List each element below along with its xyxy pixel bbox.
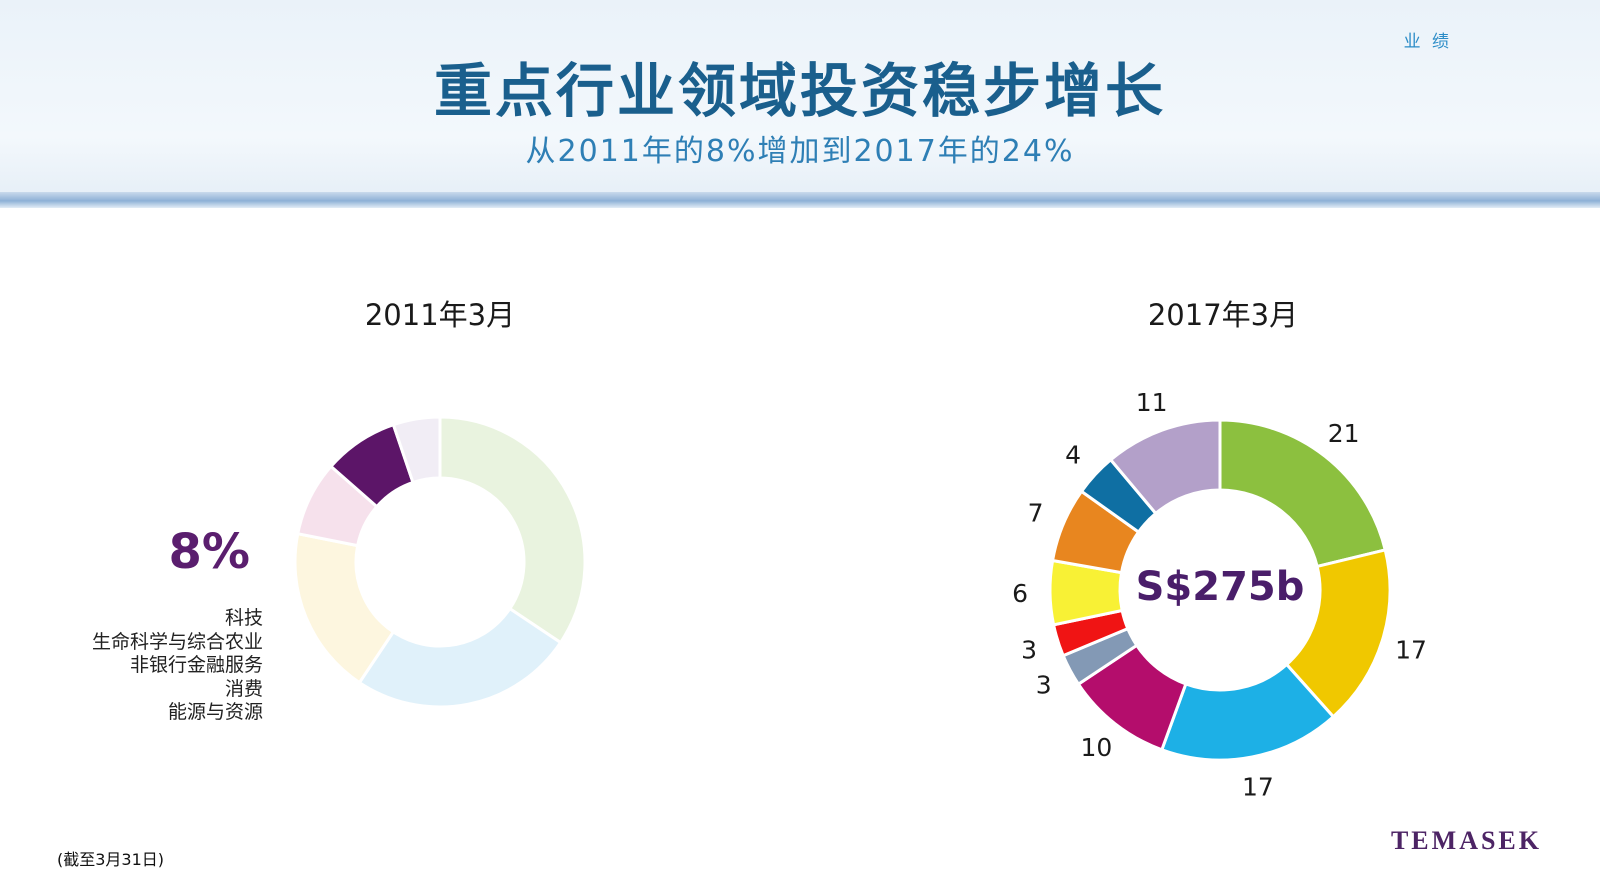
chart-0-slice-1 [357, 606, 563, 709]
chart-2011-title: 2011年3月 [364, 298, 516, 332]
category-energy-resources: 能源与资源 [167, 701, 263, 723]
category-life-sciences-agribusiness: 生命科学与综合农业 [91, 630, 263, 653]
chart-1-data-label-1: 17 [1395, 635, 1427, 664]
highlight-category-list: 科技 生命科学与综合农业 非银行金融服务 消费 能源与资源 [20, 607, 263, 725]
chart-1-slice-0 [1218, 418, 1388, 569]
chart-1-data-label-2: 17 [1242, 772, 1274, 801]
chart-0-slice-0 [438, 415, 587, 645]
section-tag: 业 绩 [1403, 32, 1452, 52]
category-non-bank-financial: 非银行金融服务 [129, 654, 263, 676]
temasek-logo: TEMASEK [1390, 826, 1542, 855]
chart-1-data-label-0: 21 [1328, 419, 1360, 448]
chart-1-data-label-3: 10 [1080, 733, 1112, 762]
page-subtitle: 从2011年的8%增加到2017年的24% [525, 134, 1075, 169]
chart-1-data-label-7: 7 [1028, 499, 1044, 528]
chart-1-data-label-5: 3 [1021, 635, 1037, 664]
chart-1-data-label-9: 11 [1136, 388, 1168, 417]
chart-1-data-label-8: 4 [1065, 440, 1081, 469]
chart-1-data-label-6: 6 [1012, 579, 1028, 608]
chart-1-data-label-4: 3 [1036, 670, 1052, 699]
portfolio-total: S$275b [1135, 564, 1305, 610]
header-divider [0, 192, 1600, 208]
page-title: 重点行业领域投资稳步增长 [433, 57, 1166, 125]
chart-0-slice-5 [391, 415, 442, 485]
header-band [0, 0, 1600, 196]
category-consumer: 消费 [224, 677, 263, 700]
chart-1-slice-9 [1108, 418, 1222, 516]
footnote: (截至3月31日) [57, 850, 165, 869]
category-technology: 科技 [224, 607, 263, 629]
chart-0-slice-2 [293, 531, 396, 685]
chart-2017-title: 2017年3月 [1147, 298, 1299, 332]
highlight-percentage: 8% [168, 524, 251, 580]
